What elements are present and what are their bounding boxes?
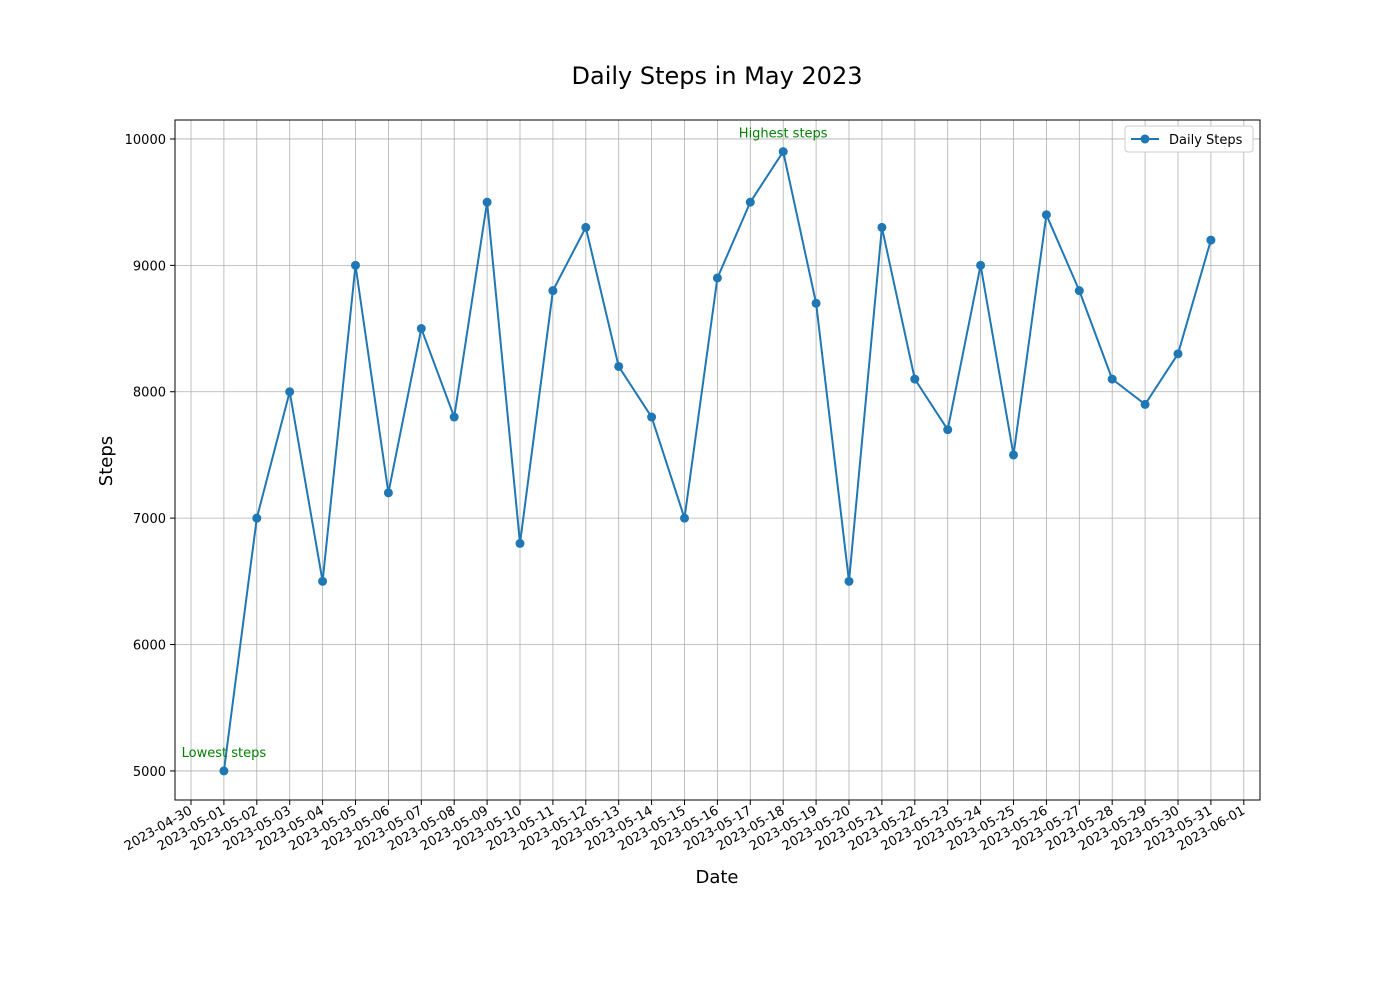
chart-title: Daily Steps in May 2023 [572, 62, 863, 90]
data-point [943, 425, 953, 435]
series-daily-steps [219, 147, 1216, 776]
data-point [647, 412, 657, 422]
data-point [811, 298, 821, 308]
data-point [318, 576, 328, 586]
legend: Daily Steps [1124, 125, 1254, 153]
data-point [219, 766, 229, 776]
y-axis: 5000 6000 7000 8000 9000 10000 [125, 133, 175, 780]
data-point [1206, 235, 1216, 245]
y-tick-label: 6000 [133, 639, 166, 654]
data-point [581, 222, 591, 232]
data-point [449, 412, 459, 422]
y-tick-label: 7000 [133, 512, 166, 527]
data-point [910, 374, 920, 384]
data-point [482, 197, 492, 207]
data-point [1107, 374, 1117, 384]
y-tick-label: 9000 [133, 259, 166, 274]
grid-lines [175, 120, 1260, 800]
data-point [351, 260, 360, 270]
x-axis-title: Date [695, 867, 738, 888]
data-point [877, 222, 887, 232]
data-point [680, 513, 689, 523]
data-point [1074, 286, 1084, 296]
data-point [1173, 349, 1183, 359]
data-point [614, 361, 624, 371]
legend-box [1124, 125, 1254, 153]
legend-marker [1140, 134, 1150, 144]
legend-label: Daily Steps [1169, 133, 1243, 148]
y-tick-label: 8000 [133, 386, 166, 401]
y-axis-title: Steps [96, 436, 117, 486]
y-tick-label: 5000 [133, 765, 166, 780]
data-point [712, 273, 722, 283]
data-point [844, 576, 854, 586]
data-point [515, 538, 525, 548]
annotations: Lowest steps Highest steps [182, 127, 828, 761]
data-point [976, 260, 986, 270]
data-point [1041, 210, 1051, 220]
y-tick-label: 10000 [125, 133, 166, 148]
data-point [252, 513, 262, 523]
data-point [548, 286, 558, 296]
annotation-label: Highest steps [739, 127, 828, 142]
data-point [745, 197, 755, 207]
data-point [1140, 399, 1150, 409]
data-point [778, 147, 788, 157]
data-point [383, 488, 393, 498]
data-point [1009, 450, 1018, 460]
data-point [416, 324, 426, 334]
data-point [285, 387, 295, 397]
annotation-label: Lowest steps [182, 746, 267, 761]
